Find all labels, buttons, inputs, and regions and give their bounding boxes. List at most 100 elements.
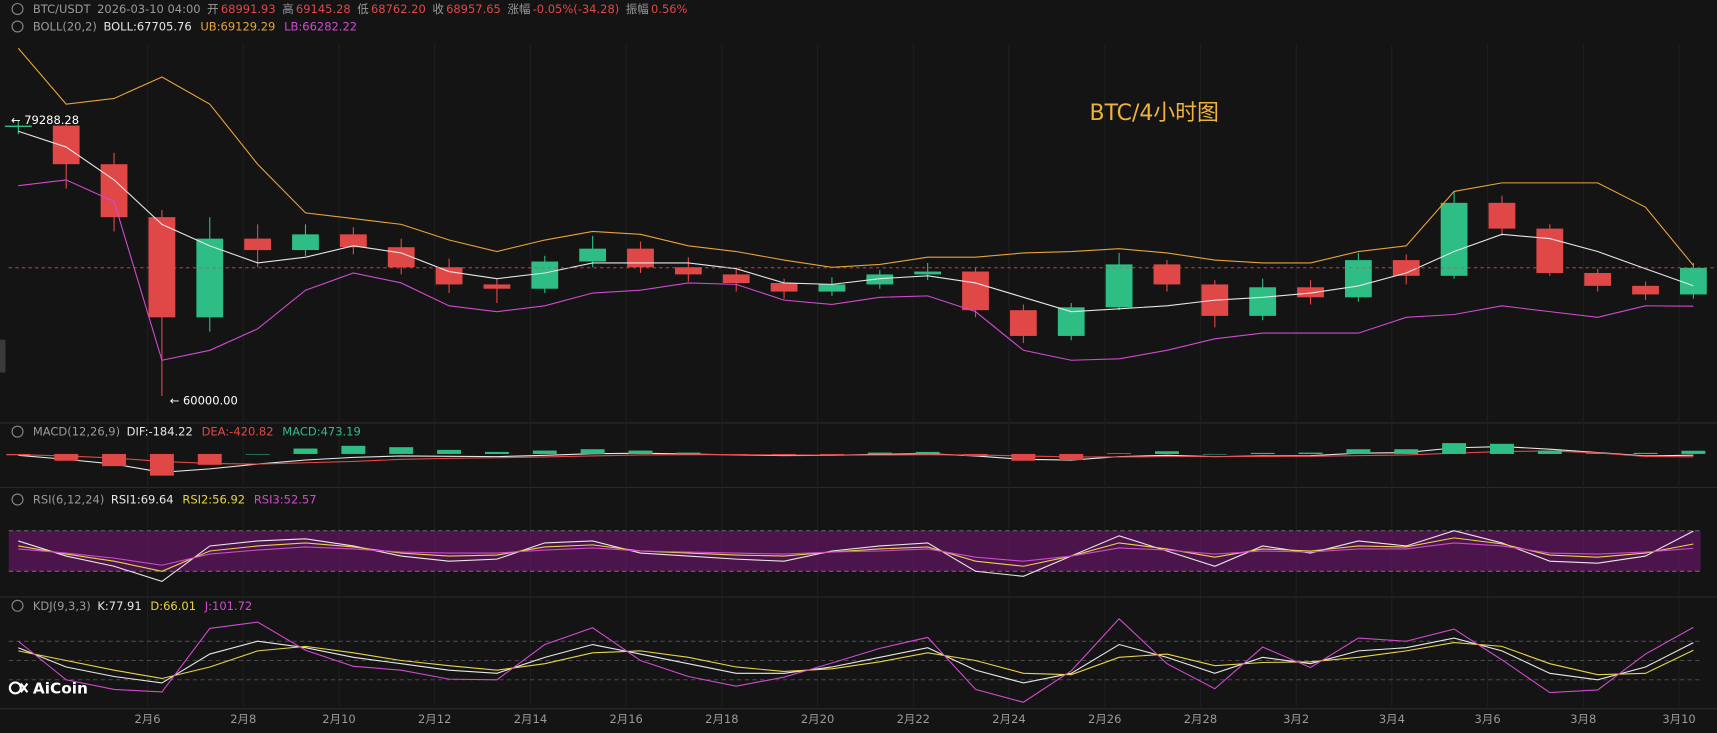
candle-body [1536, 228, 1564, 273]
histogram-bar [724, 453, 749, 455]
legend-entry: UB:69129.29 [200, 19, 275, 33]
indicator-line [18, 130, 1694, 313]
legend: MACD(12,26,9) DIF:-184.22 DEA:-420.82 MACD:… [33, 424, 361, 438]
candle-body [196, 238, 224, 318]
candle-body [1105, 264, 1133, 308]
indicator-line [18, 542, 1694, 566]
field-name: 低 [357, 1, 369, 15]
histogram-bar [1250, 452, 1275, 454]
x-tick-label: 2月10 [322, 712, 355, 726]
field-value: -0.05%(-34.28) [533, 1, 620, 15]
histogram-bar [676, 452, 701, 454]
histogram-bar [197, 453, 222, 465]
histogram-bar [1489, 443, 1514, 454]
time: 2026-03-10 04:00 [97, 1, 200, 15]
row-icons [11, 2, 24, 612]
candle-body [866, 274, 894, 285]
x-tick-label: 2月24 [992, 712, 1025, 726]
candle-body [914, 271, 942, 275]
legend: BOLL(20,2) BOLL:67705.76 UB:69129.29 LB:662… [33, 19, 357, 33]
x-tick-label: 3月6 [1475, 712, 1501, 726]
candle-body [1153, 264, 1181, 285]
candle-body [1297, 287, 1324, 298]
candle-body [818, 284, 846, 292]
collapse-icon[interactable] [11, 599, 24, 612]
field-value: 0.56% [651, 1, 688, 15]
legend-entry: J:101.72 [204, 598, 252, 612]
candle-body [244, 238, 272, 251]
indicator-title: MACD(12,26,9) [33, 424, 120, 438]
legend: KDJ(9,3,3) K:77.91 D:66.01 J:101.72 [33, 598, 252, 612]
field-value: 69145.28 [296, 1, 351, 15]
histogram-bar [245, 453, 270, 455]
collapse-icon[interactable] [11, 20, 24, 33]
histogram-bar [484, 451, 509, 454]
histogram-bar [1585, 453, 1610, 454]
candle-body [1344, 260, 1372, 298]
histogram-bar [819, 453, 844, 455]
candle-body [770, 282, 798, 292]
histogram-bar [54, 453, 79, 461]
x-tick-label: 3月10 [1662, 712, 1695, 726]
annotation: ← 79288.28 [11, 113, 79, 127]
x-tick-label: 3月2 [1283, 712, 1309, 726]
histogram-bar [867, 452, 892, 454]
candle-body [531, 261, 559, 289]
candle-body [1392, 260, 1420, 276]
collapse-icon[interactable] [11, 493, 24, 506]
candle-body [1679, 267, 1707, 295]
field-name: 开 [207, 1, 219, 15]
legend-entry: RSI3:52.57 [254, 492, 317, 506]
field-name: 高 [282, 1, 294, 15]
legend: RSI(6,12,24) RSI1:69.64 RSI2:56.92 RSI3:52.… [33, 492, 317, 506]
legend-entry: K:77.91 [97, 598, 141, 612]
collapse-icon[interactable] [11, 425, 24, 438]
histogram-bar [628, 450, 653, 454]
logo-mark [8, 681, 22, 695]
watermark: AiCoin [33, 679, 88, 697]
collapse-icon[interactable] [11, 2, 24, 15]
histogram-bar [915, 451, 940, 454]
histogram-bar [1107, 453, 1132, 454]
annotation: ← 60000.00 [170, 393, 238, 407]
legend-entry: RSI1:69.64 [111, 492, 174, 506]
x-tick-label: 2月16 [609, 712, 642, 726]
histogram-bar [1633, 452, 1658, 454]
x-tick-label: 2月28 [1184, 712, 1217, 726]
logo-mark [19, 682, 29, 693]
side-tab[interactable] [0, 339, 6, 373]
x-tick-label: 2月18 [705, 712, 738, 726]
histogram-bar [1681, 450, 1706, 454]
field-name: 收 [432, 1, 444, 15]
field-value: 68957.65 [446, 1, 501, 15]
candle-body [1249, 287, 1277, 316]
indicator-line [17, 618, 1694, 703]
indicator-title: KDJ(9,3,3) [33, 598, 91, 612]
indicator-line [18, 179, 1694, 361]
candle-body [962, 271, 989, 311]
x-tick-label: 2月8 [230, 712, 256, 726]
candle-body [387, 247, 415, 268]
histogram-bar [293, 448, 318, 454]
x-tick-label: 2月12 [418, 712, 451, 726]
x-tick-label: 2月6 [134, 712, 160, 726]
histogram-bar [1011, 453, 1036, 461]
histogram-bar [102, 453, 127, 467]
legend-entry: D:66.01 [150, 598, 196, 612]
indicator-line [18, 530, 1694, 583]
indicator-line [17, 47, 1694, 268]
candle-body [1488, 202, 1516, 229]
candle-body [1009, 310, 1037, 336]
histogram-bar [580, 449, 605, 454]
histogram-bar [1202, 453, 1227, 455]
x-tick-label: 3月4 [1379, 712, 1405, 726]
legend-entry: DEA:-420.82 [202, 424, 274, 438]
candle-body [292, 234, 319, 251]
candle-body [1632, 285, 1659, 295]
histogram-bar [389, 447, 414, 454]
histogram-bar [1154, 451, 1179, 454]
legend-entry: RSI2:56.92 [182, 492, 245, 506]
histogram-bar [532, 450, 557, 454]
